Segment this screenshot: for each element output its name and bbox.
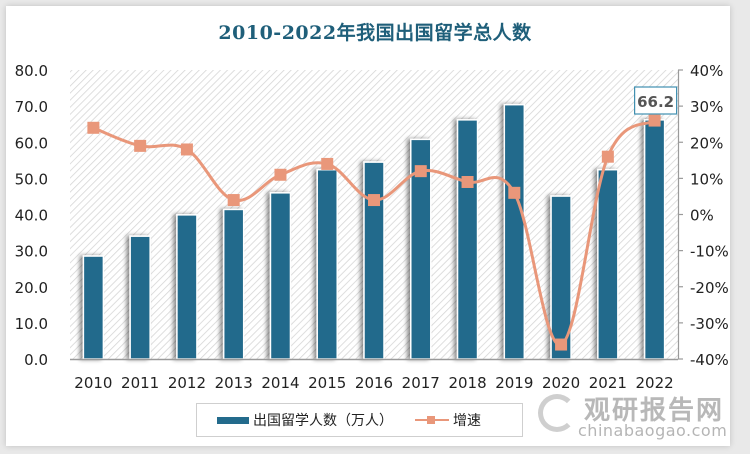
chart-title: 2010-2022年我国出国留学总人数 xyxy=(218,22,532,44)
watermark-logo-icon xyxy=(538,394,576,432)
bar-2021 xyxy=(597,168,619,360)
y-tick-label: 40.0 xyxy=(15,207,48,225)
y2-tick-label: 30% xyxy=(690,98,723,116)
line-marker-2015 xyxy=(321,157,334,170)
x-tick-label: 2015 xyxy=(308,374,346,392)
x-tick-label: 2020 xyxy=(542,374,580,392)
line-marker-2012 xyxy=(180,143,193,156)
legend-item-line: 增速 xyxy=(415,410,481,430)
y-tick-label: 0.0 xyxy=(24,351,48,369)
line-marker-2022 xyxy=(648,114,661,127)
y2-tick-label: -20% xyxy=(690,279,729,297)
bar-2014 xyxy=(269,192,292,360)
y2-tick-label: 0% xyxy=(690,207,714,225)
y2-tick-label: -30% xyxy=(690,315,729,333)
watermark: 观研报告网 chinabaogao.com xyxy=(538,388,728,444)
right-axis-labels: -40% -30% -20% -10% 0% 10% 20% 30% 40% xyxy=(690,62,729,369)
line-marker-2016 xyxy=(368,194,380,207)
growth-line-series xyxy=(87,114,661,351)
x-tick-label: 2016 xyxy=(355,374,393,392)
line-marker-2017 xyxy=(414,165,427,178)
x-tick-label: 2019 xyxy=(495,374,533,392)
legend-bar-label: 出国留学人数（万人） xyxy=(253,413,393,429)
bar-2013 xyxy=(222,208,245,360)
bar-2019 xyxy=(503,103,526,360)
x-tick-label: 2017 xyxy=(402,374,440,392)
line-marker-2019 xyxy=(508,186,521,199)
bar-2015 xyxy=(316,168,338,360)
left-axis-labels: 0.0 10.0 20.0 30.0 40.0 50.0 60.0 70.0 80.0 xyxy=(15,62,48,369)
x-tick-label: 2021 xyxy=(589,374,627,392)
bar-2011 xyxy=(129,235,151,360)
line-marker-2021 xyxy=(601,150,614,163)
x-tick-label: 2018 xyxy=(448,374,486,392)
y-tick-label: 30.0 xyxy=(15,243,48,261)
x-tick-label: 2012 xyxy=(168,374,206,392)
line-marker-swatch-icon xyxy=(415,414,449,426)
right-axis-ticks xyxy=(678,69,683,360)
y-tick-label: 70.0 xyxy=(15,98,48,116)
y2-tick-label: 20% xyxy=(690,134,723,152)
y-tick-label: 60.0 xyxy=(15,134,48,152)
watermark-cn: 观研报告网 xyxy=(584,396,725,426)
legend: 出国留学人数（万人） 增速 xyxy=(196,403,523,437)
y-tick-label: 20.0 xyxy=(15,279,48,297)
legend-line-label: 增速 xyxy=(453,413,481,429)
bar-2010 xyxy=(82,255,105,360)
bar-2018 xyxy=(456,119,479,360)
growth-line xyxy=(92,119,656,347)
line-marker-2018 xyxy=(461,175,474,188)
bar-2022 xyxy=(643,119,666,360)
data-label-callout: 66.2 xyxy=(634,86,678,115)
callout-box xyxy=(634,86,678,115)
line-marker-2014 xyxy=(274,168,287,181)
line-marker-2020 xyxy=(555,338,568,351)
y2-tick-label: 10% xyxy=(690,170,723,188)
y-tick-label: 80.0 xyxy=(15,62,48,80)
bar-swatch-icon xyxy=(217,416,249,424)
x-tick-label: 2010 xyxy=(74,374,112,392)
y2-tick-label: -40% xyxy=(690,351,729,369)
watermark-en: chinabaogao.com xyxy=(578,421,728,440)
x-tick-label: 2011 xyxy=(121,374,159,392)
y-tick-label: 10.0 xyxy=(15,315,48,333)
x-tick-label: 2022 xyxy=(636,374,674,392)
line-marker-2010 xyxy=(87,121,100,134)
x-axis-labels: 2010 2011 2012 2013 2014 2015 2016 2017 2018 2019… xyxy=(74,374,673,392)
bar-2012 xyxy=(176,214,198,360)
line-marker-2013 xyxy=(227,194,240,207)
line-marker-2011 xyxy=(134,139,147,152)
callout-value: 66.2 xyxy=(637,93,674,111)
x-tick-label: 2014 xyxy=(261,374,299,392)
bar-2016 xyxy=(363,161,385,360)
y-tick-label: 50.0 xyxy=(15,170,48,188)
bar-series xyxy=(82,103,666,360)
y2-tick-label: 40% xyxy=(690,62,723,80)
y2-tick-label: -10% xyxy=(690,243,729,261)
legend-item-bar: 出国留学人数（万人） xyxy=(217,410,393,430)
x-tick-label: 2013 xyxy=(215,374,253,392)
